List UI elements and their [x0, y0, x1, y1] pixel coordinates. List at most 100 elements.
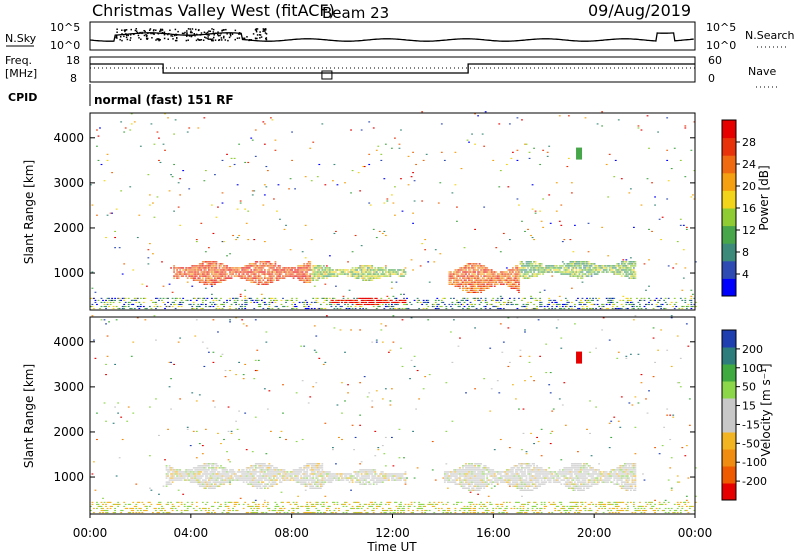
power-cell [456, 279, 458, 281]
velocity-cell [304, 473, 307, 475]
nsky-point [167, 33, 169, 36]
velocity-cell [251, 481, 254, 483]
power-cell [298, 279, 301, 281]
power-cell [304, 277, 307, 279]
nsky-point [205, 32, 208, 35]
power-cell [262, 301, 265, 304]
power-cell [658, 218, 661, 220]
power-cell [601, 307, 604, 310]
velocity-cell [170, 473, 172, 475]
power-cell [91, 271, 94, 273]
power-cell [372, 271, 375, 273]
velocity-cell [282, 473, 284, 475]
power-cell [403, 269, 405, 271]
power-cell [515, 281, 517, 283]
power-cell [277, 184, 280, 186]
power-cell [492, 305, 495, 308]
power-cell [667, 265, 670, 267]
velocity-cell [280, 477, 283, 479]
power-cell [496, 305, 499, 308]
power-cell [254, 281, 257, 283]
power-cell [468, 279, 470, 281]
power-cell [564, 305, 567, 308]
velocity-cell [285, 475, 287, 477]
power-cell [260, 283, 263, 285]
power-cell [309, 269, 312, 271]
velocity-cell [330, 473, 333, 475]
velocity-cell [300, 479, 303, 481]
power-cell [91, 297, 94, 299]
power-cell [610, 297, 613, 299]
power-cell [288, 271, 290, 273]
velocity-cell [313, 483, 316, 485]
nsky-point [169, 29, 171, 32]
power-cell [186, 299, 189, 301]
power-cell [152, 301, 154, 304]
velocity-cell [115, 319, 118, 321]
velocity-cell [347, 509, 349, 512]
power-cell [614, 273, 617, 275]
velocity-cell [298, 471, 301, 473]
nsky-point [198, 39, 200, 41]
power-cell [378, 303, 381, 306]
power-cell [578, 271, 581, 273]
power-cell [472, 267, 475, 269]
power-cell [395, 299, 398, 301]
power-cell [394, 297, 396, 299]
power-cell [215, 277, 218, 279]
velocity-cell [327, 505, 330, 508]
power-cell [256, 271, 259, 273]
velocity-cell [310, 487, 313, 489]
power-cell [310, 301, 313, 304]
velocity-cell [209, 479, 212, 481]
power-cell [254, 263, 257, 265]
velocity-cell [279, 436, 281, 439]
power-cell [332, 271, 334, 273]
power-cell [626, 275, 629, 277]
power-cell [598, 297, 601, 299]
velocity-cell [132, 511, 135, 514]
velocity-cell [183, 477, 186, 479]
power-cell [371, 265, 374, 267]
power-cell [533, 265, 535, 267]
power-cell [197, 267, 200, 269]
power-cell [212, 265, 215, 267]
velocity-cell [235, 420, 238, 422]
velocity-cell [251, 451, 254, 453]
power-cell [443, 297, 446, 299]
power-cell [201, 279, 204, 281]
power-cell [492, 271, 495, 273]
power-cell [611, 271, 614, 273]
power-cell [634, 275, 637, 277]
power-cell [448, 281, 451, 283]
velocity-cell [242, 479, 245, 481]
velocity-cell [266, 465, 269, 467]
power-cell [227, 275, 230, 277]
power-cell [425, 299, 428, 301]
power-cell [102, 299, 104, 301]
velocity-cell [185, 509, 188, 512]
nsky-point [227, 39, 229, 42]
velocity-cell [221, 353, 224, 355]
power-cell [522, 273, 525, 275]
power-cell [505, 283, 508, 285]
velocity-cell [203, 483, 206, 485]
velocity-cell [357, 507, 360, 510]
velocity-cell [215, 463, 218, 465]
velocity-cell [312, 465, 315, 467]
power-cell [490, 269, 493, 271]
power-cell [463, 277, 466, 279]
velocity-cell [132, 412, 135, 414]
power-cell [481, 265, 484, 267]
velocity-cell [115, 475, 118, 477]
velocity-cell [220, 479, 222, 481]
nsky-point [193, 32, 196, 35]
power-cell [276, 210, 278, 212]
power-cell [253, 269, 256, 271]
power-cell [229, 299, 231, 301]
power-cell [493, 277, 496, 279]
power-cell [459, 269, 461, 271]
velocity-cell [253, 511, 256, 514]
power-cell [292, 267, 295, 269]
power-cell [315, 297, 318, 299]
